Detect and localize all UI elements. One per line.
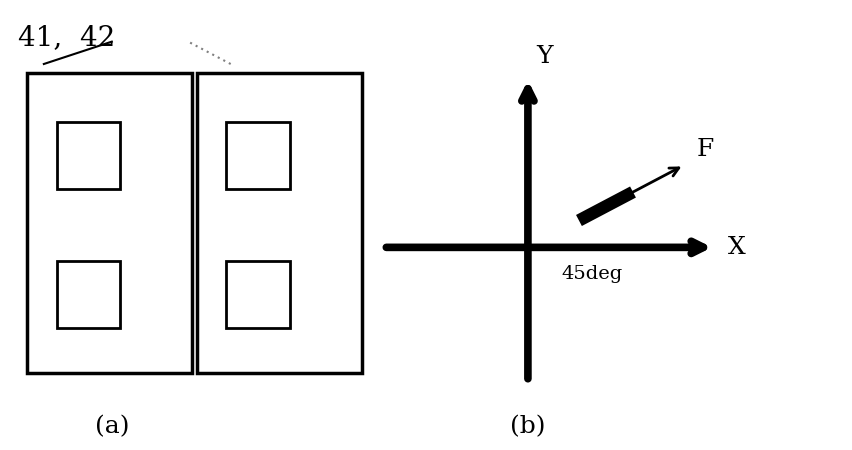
Text: (a): (a)	[95, 415, 129, 438]
Bar	[227, 261, 291, 328]
Bar	[227, 122, 291, 189]
Bar	[197, 73, 362, 373]
Text: X: X	[728, 236, 746, 259]
Text: (b): (b)	[510, 415, 545, 438]
Text: Y: Y	[537, 45, 553, 68]
Bar	[27, 73, 193, 373]
Bar	[56, 261, 120, 328]
Text: 45deg: 45deg	[561, 265, 623, 283]
Text: F: F	[697, 138, 714, 161]
Text: 41,  42: 41, 42	[19, 24, 116, 51]
Bar	[56, 122, 120, 189]
